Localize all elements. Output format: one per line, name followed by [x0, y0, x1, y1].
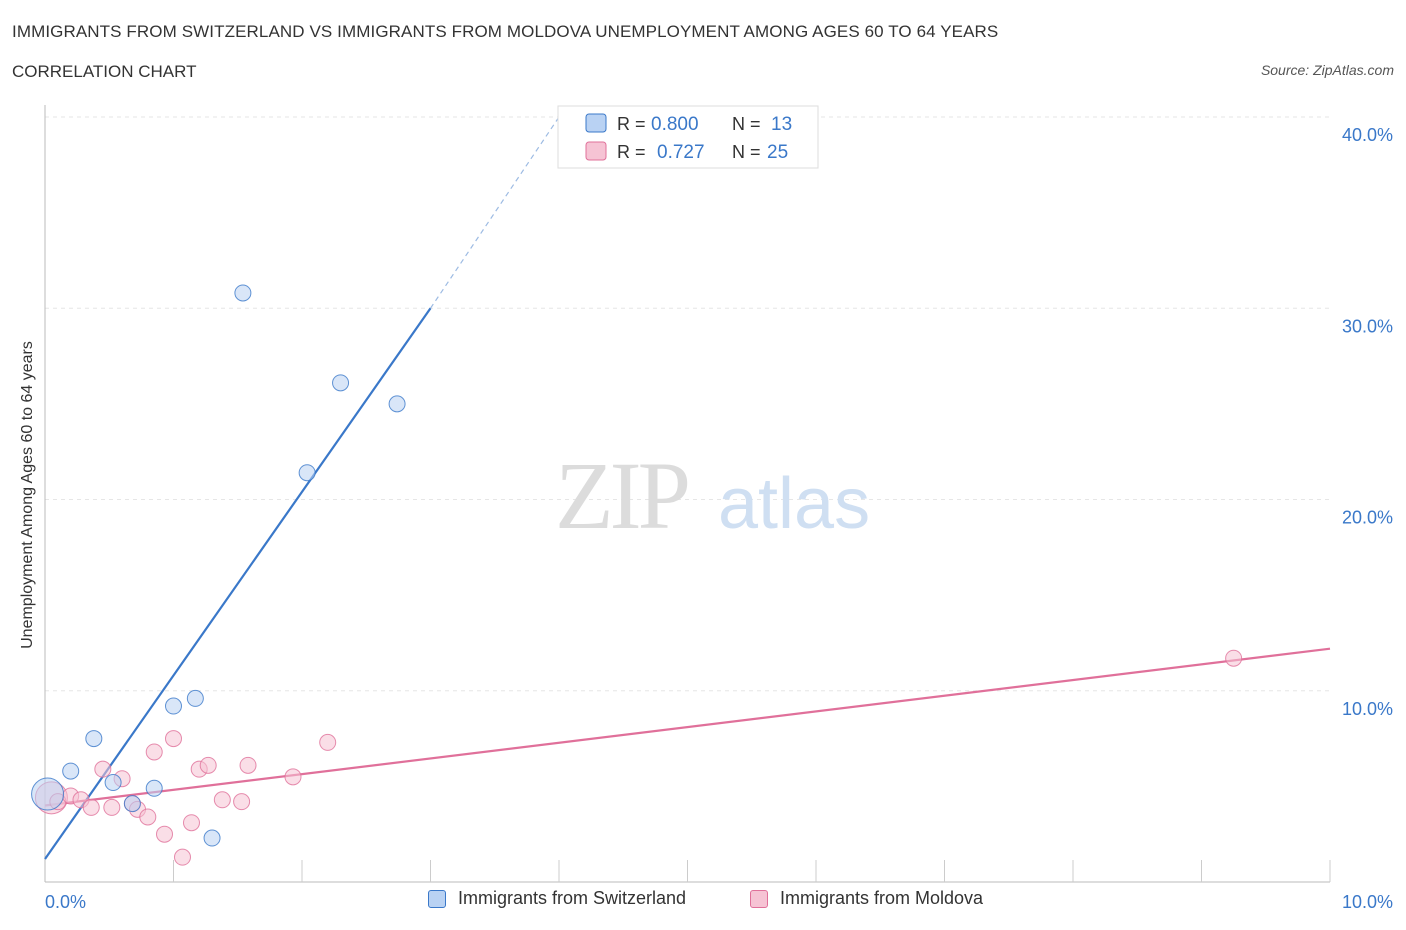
watermark-zip: ZIP: [555, 442, 688, 549]
legend-item-switzerland: Immigrants from Switzerland: [428, 888, 686, 909]
point-switzerland-4: [104, 774, 122, 792]
point-switzerland-7: [165, 697, 182, 715]
point-moldova-20: [233, 793, 251, 811]
point-switzerland-12: [332, 374, 350, 392]
point-moldova-15: [173, 848, 191, 866]
point-moldova-24: [1225, 649, 1243, 667]
point-moldova-5: [82, 798, 100, 816]
point-switzerland-6: [145, 779, 163, 797]
point-moldova-12: [145, 743, 163, 761]
point-moldova-14: [165, 730, 182, 748]
x-tick-labels: 0.0% 10.0%: [45, 892, 1393, 912]
chart-title: IMMIGRANTS FROM SWITZERLAND VS IMMIGRANT…: [12, 22, 999, 41]
point-switzerland-10: [234, 284, 252, 302]
y-tick-labels: 10.0% 20.0% 30.0% 40.0%: [1342, 125, 1393, 719]
point-moldova-18: [199, 756, 217, 774]
legend-box: R = 0.800 N = 13 R = 0.727 N = 25: [557, 105, 819, 169]
point-moldova-21: [239, 756, 257, 774]
y-tick-label-1: 10.0%: [1342, 699, 1393, 719]
trend-lines: [44, 116, 1331, 860]
legend-label-switzerland: Immigrants from Switzerland: [458, 888, 687, 908]
point-switzerland-13: [388, 395, 406, 413]
point-switzerland-8: [186, 689, 204, 707]
point-moldova-6: [94, 760, 112, 778]
x-tick-label-max: 10.0%: [1342, 892, 1393, 912]
trend-line-switzerland-extension: [430, 116, 560, 309]
legend-swatch-moldova-bottom: [750, 889, 768, 908]
point-switzerland-11: [298, 464, 316, 482]
y-tick-label-3: 30.0%: [1342, 316, 1393, 336]
legend-r-label-2: R =: [617, 142, 646, 162]
point-moldova-7: [103, 798, 121, 816]
x-ticks: [173, 860, 1331, 882]
point-moldova-19: [213, 791, 231, 809]
legend-item-moldova: Immigrants from Moldova: [750, 888, 983, 909]
watermark: ZIP atlas: [555, 442, 870, 549]
data-points: [31, 284, 1243, 866]
trend-line-moldova: [44, 647, 1331, 807]
legend-n-value-1: 13: [771, 114, 792, 135]
point-moldova-23: [319, 733, 337, 751]
legend-n-label-2: N =: [732, 142, 761, 162]
point-switzerland-1: [31, 777, 65, 811]
legend-r-label-1: R =: [617, 114, 646, 134]
point-switzerland-2: [62, 762, 80, 780]
x-tick-label-min: 0.0%: [45, 892, 86, 912]
legend-n-label-1: N =: [732, 114, 761, 134]
y-tick-label-4: 40.0%: [1342, 125, 1393, 145]
legend-n-value-2: 25: [767, 142, 788, 163]
source-label: Source: ZipAtlas.com: [1260, 62, 1394, 78]
legend-r-value-1: 0.800: [651, 114, 699, 135]
legend-r-value-2: 0.727: [657, 142, 705, 163]
legend-swatch-switzerland-bottom: [428, 889, 446, 908]
axes: [44, 105, 1330, 883]
gridlines: [45, 116, 1330, 692]
legend-label-moldova: Immigrants from Moldova: [780, 888, 984, 908]
y-tick-label-2: 20.0%: [1342, 508, 1393, 528]
point-moldova-11: [139, 808, 157, 826]
point-switzerland-9: [203, 829, 221, 847]
watermark-atlas: atlas: [718, 464, 870, 544]
bottom-legend: Immigrants from Switzerland Immigrants f…: [0, 888, 1406, 918]
point-moldova-16: [182, 814, 200, 832]
point-switzerland-5: [123, 795, 141, 813]
legend-swatch-switzerland: [585, 113, 607, 133]
point-moldova-13: [156, 825, 174, 843]
legend-swatch-moldova: [585, 141, 607, 161]
point-switzerland-3: [85, 730, 103, 748]
chart-subtitle: CORRELATION CHART: [12, 62, 197, 81]
point-moldova-22: [284, 768, 302, 786]
y-axis-label: Unemployment Among Ages 60 to 64 years: [19, 341, 36, 649]
